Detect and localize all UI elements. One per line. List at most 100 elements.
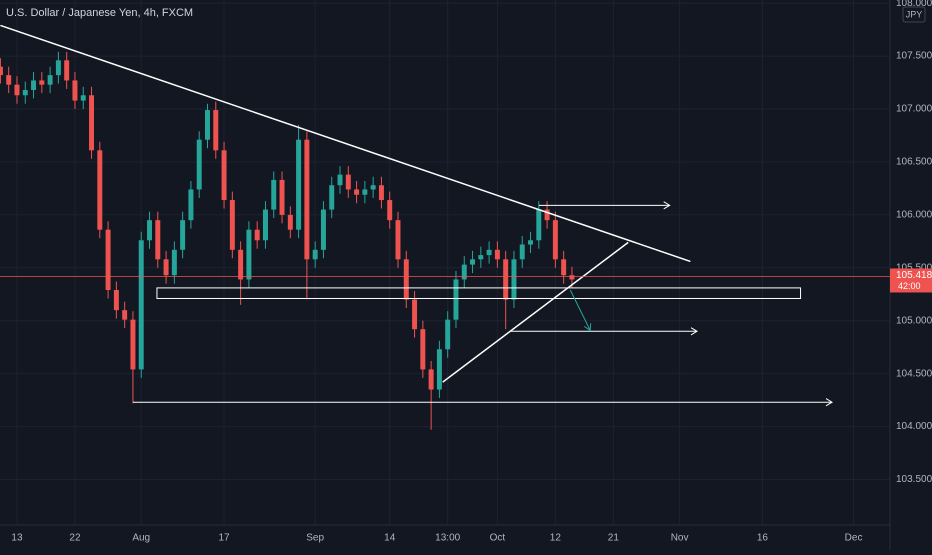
candle-body	[180, 220, 186, 250]
trendline	[0, 24, 691, 263]
candle-body	[494, 249, 500, 260]
candle-body	[519, 244, 525, 260]
candle-body	[287, 214, 293, 230]
x-tick-label: Dec	[845, 533, 863, 544]
y-tick-label: 104.000	[896, 421, 932, 432]
y-tick-label: 103.500	[896, 474, 932, 485]
candle-body	[246, 229, 252, 280]
candle-body	[461, 264, 467, 280]
candle-body	[337, 174, 343, 186]
candle-body	[64, 60, 70, 81]
y-tick-label: 105.500	[896, 262, 932, 273]
candle-body	[105, 229, 111, 291]
y-tick-label: 107.000	[896, 104, 932, 115]
trendline	[442, 241, 629, 383]
candle-body	[561, 259, 567, 276]
chart-title: U.S. Dollar / Japanese Yen, 4h, FXCM	[6, 7, 193, 19]
candle-body	[511, 259, 517, 300]
arrow-head	[690, 327, 698, 336]
x-tick-label: Aug	[132, 533, 150, 544]
candle-body	[31, 80, 37, 90]
candle-body	[528, 240, 534, 245]
arrow	[569, 289, 591, 331]
arrow-head	[663, 201, 671, 210]
candle-body	[354, 189, 360, 195]
candle-body	[147, 220, 152, 241]
candle-body	[453, 279, 459, 320]
candle-body	[279, 179, 285, 215]
candle-body	[412, 299, 418, 330]
last-price-label: 105.418	[896, 270, 932, 281]
last-price-tag	[890, 268, 932, 293]
candle-body	[89, 95, 95, 151]
candle-body	[445, 319, 451, 350]
currency-box	[902, 6, 926, 23]
candle-body	[113, 290, 119, 311]
x-tick-label: 17	[218, 533, 230, 544]
candle-body	[486, 249, 492, 256]
arrow-head	[825, 398, 833, 407]
candle-body	[205, 110, 210, 140]
currency: JPY	[906, 9, 923, 19]
x-tick-label: 16	[757, 533, 769, 544]
x-tick-label: 21	[608, 533, 620, 544]
candle-body	[420, 329, 426, 370]
candle-body	[470, 259, 476, 265]
candle-body	[196, 139, 202, 190]
candle-body	[362, 189, 368, 195]
rectangle	[156, 287, 802, 299]
candle-body	[130, 319, 136, 370]
candle-body	[188, 189, 194, 221]
candle-body	[271, 179, 277, 210]
candle-body	[171, 249, 177, 276]
candle-body	[329, 185, 335, 210]
candle-body	[378, 185, 384, 201]
candle-body	[478, 255, 484, 260]
candle-body	[387, 200, 393, 221]
candle-body	[296, 139, 302, 230]
y-tick-label: 106.000	[896, 210, 932, 221]
x-tick-label: Sep	[306, 533, 324, 544]
candle-body	[80, 95, 86, 101]
x-tick-label: 12	[550, 533, 562, 544]
drawings	[0, 24, 833, 407]
candle-body	[221, 150, 227, 201]
candle-body	[436, 349, 442, 390]
x-tick-label: Oct	[490, 533, 506, 544]
candle-body	[22, 89, 28, 96]
candle-body	[395, 220, 401, 260]
candle-body	[97, 150, 103, 230]
candle-body	[138, 240, 144, 370]
candles	[0, 51, 575, 430]
x-tick-label: Nov	[671, 533, 689, 544]
x-tick-label: 13	[11, 533, 23, 544]
candle-body	[72, 80, 78, 101]
candle-body	[39, 80, 45, 85]
arrow-head	[583, 323, 592, 332]
x-tick-label: 13:00	[435, 533, 460, 544]
candle-body	[0, 66, 3, 76]
y-tick-label: 108.000	[896, 0, 932, 9]
candle-body	[304, 139, 310, 260]
candle-body	[47, 75, 53, 85]
candle-body	[552, 220, 558, 260]
candle-body	[238, 249, 244, 280]
candle-body	[213, 110, 219, 151]
candle-body	[122, 310, 128, 320]
candle-body	[312, 249, 318, 260]
candle-body	[155, 220, 161, 260]
candle-body	[345, 174, 351, 190]
candle-body	[536, 209, 542, 241]
candle-body	[428, 369, 434, 390]
candle-body	[320, 209, 326, 250]
candle-body	[503, 259, 509, 300]
candle-body	[229, 200, 235, 250]
candle-body	[254, 229, 260, 241]
candle-body	[370, 185, 376, 190]
candle-body	[262, 209, 268, 241]
y-tick-label: 104.500	[896, 368, 932, 379]
x-tick-label: 14	[384, 533, 396, 544]
candle-body	[163, 259, 169, 276]
countdown: 42:00	[898, 281, 921, 291]
